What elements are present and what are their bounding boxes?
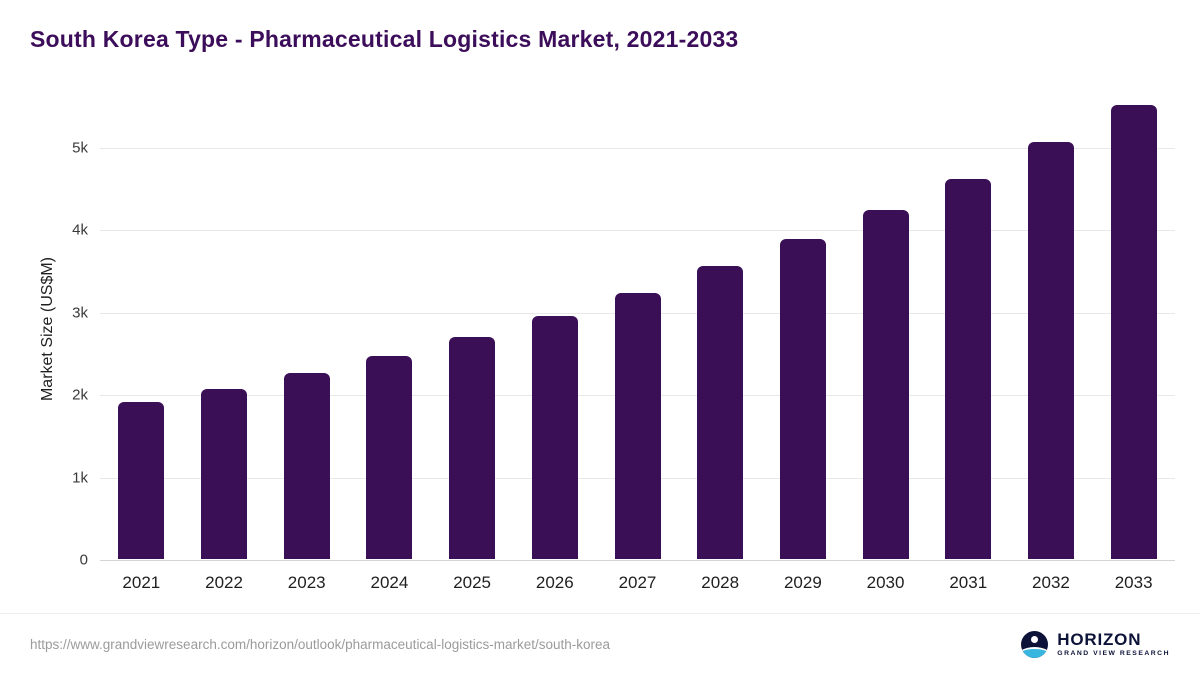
bar-2022 [201, 389, 248, 559]
gridline [100, 230, 1175, 231]
chart-title: South Korea Type - Pharmaceutical Logist… [30, 26, 739, 52]
y-tick-label: 2k [72, 386, 88, 404]
bar-2025 [449, 337, 496, 559]
x-tick-label: 2031 [949, 573, 988, 592]
horizon-logo-text: HORIZON GRAND VIEW RESEARCH [1057, 631, 1170, 658]
x-tick-label: 2033 [1114, 573, 1153, 592]
logo-subtitle: GRAND VIEW RESEARCH [1057, 650, 1170, 658]
bar-2029 [779, 238, 826, 559]
x-tick-label: 2030 [866, 573, 905, 592]
bar-2030 [862, 210, 909, 559]
x-tick-label: 2032 [1032, 573, 1070, 592]
bar-2033 [1110, 105, 1157, 559]
y-axis-label: Market Size (US$M) [39, 256, 56, 402]
bar-2028 [697, 266, 744, 559]
x-tick-label: 2022 [205, 573, 243, 592]
x-tick-label: 2027 [618, 573, 657, 592]
x-tick-label: 2028 [701, 573, 740, 592]
gridline [100, 147, 1175, 149]
y-tick-label: 1k [72, 469, 88, 486]
bar-2031 [945, 178, 992, 559]
source-url: https://www.grandviewresearch.com/horizo… [30, 637, 610, 652]
bar-2027 [614, 292, 661, 559]
horizon-logo-icon [1021, 631, 1049, 658]
footer: https://www.grandviewresearch.com/horizo… [0, 613, 1200, 675]
y-tick-label: 4k [72, 221, 88, 239]
x-tick-label: 2026 [535, 573, 574, 592]
horizon-logo: HORIZON GRAND VIEW RESEARCH [1021, 631, 1170, 658]
logo-title: HORIZON [1057, 630, 1142, 650]
bar-2026 [531, 315, 578, 559]
bar-2024 [366, 356, 413, 559]
y-tick-label: 0 [79, 551, 88, 569]
bar-2032 [1027, 141, 1074, 559]
y-tick-label: 5k [72, 139, 88, 156]
x-tick-label: 2024 [370, 573, 409, 592]
plot-area: 0 1k 2k 3k 4k 5k 2021 2022 2023 2024 2025 2026 2027 2… [72, 98, 1175, 592]
x-tick-label: 2023 [287, 573, 326, 592]
x-tick-label: 2025 [453, 573, 492, 592]
y-tick-label: 3k [72, 304, 88, 321]
gridline [100, 560, 1175, 561]
x-tick-label: 2021 [122, 573, 161, 592]
bar-2023 [283, 373, 330, 559]
x-tick-label: 2029 [783, 573, 822, 592]
bar-2021 [118, 402, 165, 559]
